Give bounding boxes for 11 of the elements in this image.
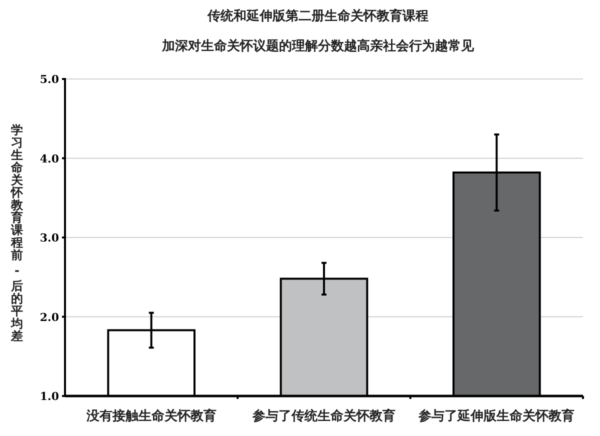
y-tick-label: 3.0: [40, 232, 60, 244]
x-tick-label: 没有接触生命关怀教育: [85, 408, 216, 424]
y-tick-label: 1.0: [40, 390, 60, 403]
text: 学习生命关怀教育课程前 - 后的平均差: [11, 123, 23, 343]
chart-subtitle: 加深对生命关怀议题的理解分数越高亲社会行为越常见: [161, 38, 475, 54]
y-tick-label: 5.0: [40, 73, 60, 86]
y-tick-label: 2.0: [40, 310, 60, 324]
y-tick-label: 4.0: [40, 152, 60, 166]
chart-title: 传统和延伸版第二册生命关怀教育课程: [206, 8, 428, 24]
x-tick-label: 参与了传统生命关怀教育: [252, 408, 396, 424]
x-tick-label: 参与了延伸版生命关怀教育: [418, 408, 575, 424]
